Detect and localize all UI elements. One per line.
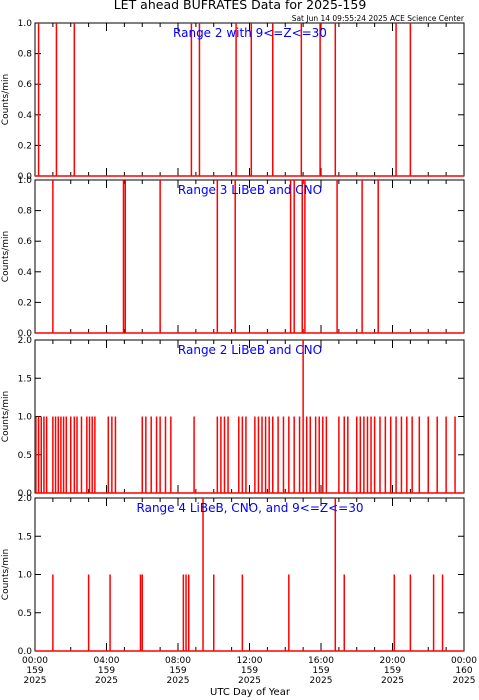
panel-1: 0.0 0.2 0.4 0.6 0.8 1.0 Counts/min Range 2 with… [1,19,465,182]
x-tick-doy-label: 159 [169,666,186,676]
x-tick-time-label: 12:00 [237,656,263,666]
chart-title: LET ahead BUFRATES Data for 2025-159 [114,0,367,12]
y-tick-label: 0.4 [18,268,33,278]
panel-3: 0.0 0.5 1.0 1.5 2.0 Counts/min Range 2 LiBeB a… [1,336,465,499]
x-tick-doy-label: 159 [312,666,329,676]
y-tick-label: 1.5 [18,532,32,542]
plot-frame [34,339,465,494]
x-tick-year-label: 2025 [310,676,333,686]
x-tick-time-label: 00:00 [22,656,48,666]
y-tick-label: 2.0 [18,494,33,504]
panel-label: Range 2 LiBeB and CNO [178,343,322,357]
y-tick-label: 0.6 [18,80,33,90]
panel-2: 0.0 0.2 0.4 0.6 0.8 1.0 Counts/min Range 3 LiBe… [1,176,465,339]
x-tick-year-label: 2025 [238,676,261,686]
y-tick-label: 1.0 [18,19,33,29]
y-tick-label: 0.0 [18,647,33,657]
y-tick-label: 2.0 [18,336,33,346]
y-tick-label: 0.0 [18,172,33,182]
plot-frame [34,497,465,652]
y-tick-label: 1.0 [18,176,33,186]
x-tick-time-label: 20:00 [380,656,406,666]
y-axis-label: Counts/min [1,74,11,125]
x-axis-tick-labels: 00:00159202504:00159202508:00159202512:0… [22,656,477,686]
x-axis-label: UTC Day of Year [210,687,291,698]
y-tick-label: 0.5 [18,451,32,461]
y-tick-label: 1.0 [18,571,33,581]
y-tick-label: 0.5 [18,609,32,619]
x-tick-doy-label: 159 [26,666,43,676]
panel-label: Range 2 with 9<=Z<=30 [173,26,327,40]
y-axis-label: Counts/min [1,231,11,282]
y-tick-label: 0.2 [18,141,32,151]
x-tick-doy-label: 159 [241,666,258,676]
y-tick-label: 0.6 [18,237,33,247]
x-tick-year-label: 2025 [381,676,404,686]
x-tick-doy-label: 160 [455,666,472,676]
y-tick-label: 0.8 [18,50,33,60]
y-tick-label: 0.0 [18,489,33,499]
plot-frame [34,22,465,177]
y-axis-label: Counts/min [1,391,11,442]
x-tick-year-label: 2025 [95,676,118,686]
x-tick-time-label: 16:00 [308,656,334,666]
y-tick-label: 1.0 [18,413,33,423]
panel-label: Range 4 LiBeB, CNO, and 9<=Z<=30 [137,501,364,515]
timestamp-label: Sat Jun 14 09:55:24 2025 ACE Science Cen… [292,14,465,23]
panels: 0.0 0.2 0.4 0.6 0.8 1.0 Counts/min Range 2 with… [1,19,465,657]
y-axis-label: Counts/min [1,549,11,600]
x-tick-doy-label: 159 [98,666,115,676]
x-tick-time-label: 04:00 [94,656,120,666]
x-tick-time-label: 08:00 [165,656,191,666]
y-tick-label: 1.5 [18,374,32,384]
x-tick-year-label: 2025 [453,676,476,686]
x-tick-year-label: 2025 [24,676,47,686]
y-tick-label: 0.2 [18,298,32,308]
y-tick-label: 0.0 [18,329,33,339]
y-tick-label: 0.4 [18,111,33,121]
x-tick-time-label: 00:00 [451,656,477,666]
x-tick-year-label: 2025 [167,676,190,686]
panel-4: 0.0 0.5 1.0 1.5 2.0 Counts/min Range 4 LiBeB, … [1,494,465,657]
plot-frame [34,179,465,334]
x-tick-doy-label: 159 [384,666,401,676]
panel-label: Range 3 LiBeB and CNO [178,183,322,197]
y-tick-label: 0.8 [18,207,33,217]
